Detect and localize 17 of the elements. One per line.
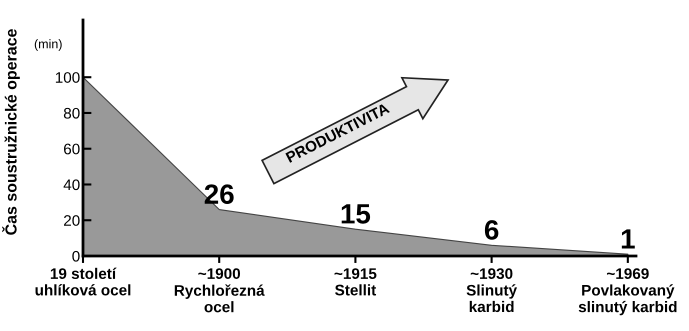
y-tick-label: 0 xyxy=(72,250,80,262)
x-tick-label: ~1915 Stellit xyxy=(334,268,376,296)
text: 15 xyxy=(342,204,370,224)
text: (min) xyxy=(34,39,62,51)
y-tick-label: 60 xyxy=(64,144,80,154)
y-tick-label: 100 xyxy=(56,72,80,83)
y-tick-label: 80 xyxy=(64,108,80,119)
y-axis-title: Čas soustružnické operace xyxy=(2,29,20,235)
y-tick-label: 40 xyxy=(64,179,80,190)
text: 6 xyxy=(484,220,498,240)
text: 26 xyxy=(204,184,234,204)
x-tick-label: 19 století uhlíková ocel xyxy=(36,268,130,296)
x-tick-label: ~1930 Slinutý karbid xyxy=(466,268,518,312)
x-tick-label: ~1969 Povlakovaný slinutý karbid xyxy=(578,268,676,316)
text: 1 xyxy=(622,229,635,248)
x-tick-label: ~1900 Rychlořezná ocel xyxy=(174,268,265,312)
y-tick-label: 20 xyxy=(64,215,80,226)
